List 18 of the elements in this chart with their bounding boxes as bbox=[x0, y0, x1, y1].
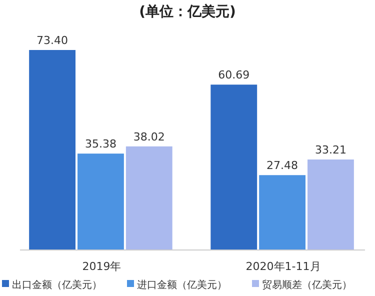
legend-label: 进口金额（亿美元） bbox=[137, 279, 227, 291]
chart-title: (单位：亿美元) bbox=[139, 3, 236, 20]
bar bbox=[78, 154, 124, 250]
bar bbox=[210, 84, 258, 250]
data-label: 73.40 bbox=[36, 34, 68, 47]
x-tick-label: 2019年 bbox=[82, 260, 122, 273]
legend-label: 出口金额（亿美元） bbox=[12, 279, 102, 291]
x-tick-label: 2020年1-11月 bbox=[246, 260, 321, 273]
data-label: 33.21 bbox=[314, 144, 346, 157]
data-label: 27.48 bbox=[266, 159, 298, 172]
bar bbox=[308, 160, 354, 250]
legend-label: 贸易顺差（亿美元） bbox=[262, 279, 352, 291]
data-label: 38.02 bbox=[133, 130, 165, 144]
data-label: 60.69 bbox=[218, 68, 250, 82]
bar bbox=[29, 50, 76, 250]
data-label: 35.38 bbox=[84, 138, 116, 151]
bar bbox=[126, 146, 172, 250]
bar bbox=[259, 175, 306, 250]
